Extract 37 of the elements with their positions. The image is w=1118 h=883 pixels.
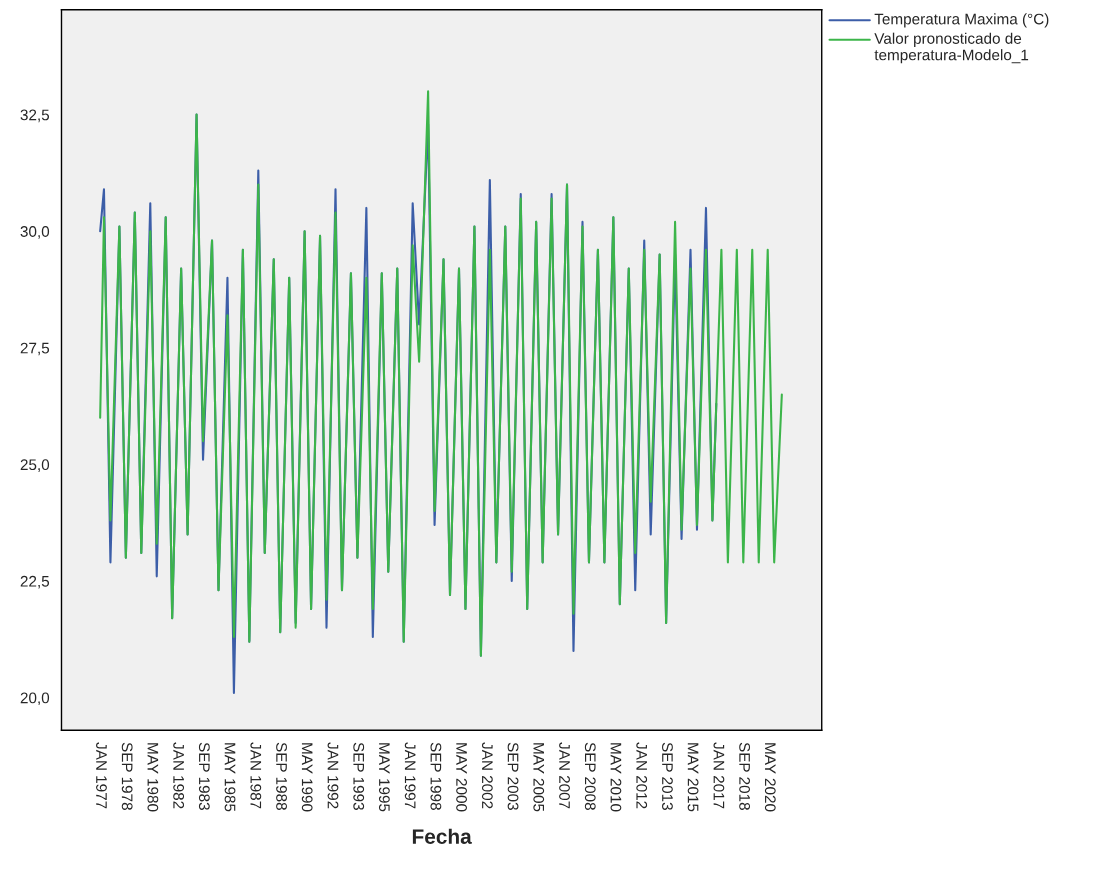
y-tick-label: 20,0	[20, 692, 50, 706]
x-tick-label: SEP 1988	[276, 742, 287, 810]
x-tick-label: MAY 1980	[147, 743, 159, 812]
line-series	[99, 90, 783, 657]
x-tick-label: SEP 1978	[121, 742, 133, 810]
x-tick-label: JAN 2012	[636, 742, 648, 809]
x-tick-label: MAY 2020	[764, 743, 776, 812]
x-tick-label: JAN 2017	[713, 742, 725, 809]
x-tick-label: JAN 2007	[559, 742, 570, 809]
x-tick-label: MAY 1995	[378, 743, 390, 812]
legend-label: Temperatura Maxima (°C)	[874, 13, 1049, 28]
x-tick-label: JAN 1987	[250, 742, 262, 809]
x-tick-label: SEP 2003	[507, 742, 519, 810]
x-tick-label: MAY 2010	[610, 743, 622, 812]
x-axis-title: Fecha	[412, 828, 472, 844]
y-tick-label: 22,5	[20, 575, 50, 589]
x-tick-label: SEP 1998	[430, 742, 442, 810]
x-tick-label: MAY 2005	[533, 743, 545, 812]
x-tick-label: SEP 2018	[739, 742, 751, 810]
x-tick-label: JAN 1977	[96, 742, 107, 809]
x-tick-label: JAN 1982	[173, 742, 185, 809]
x-tick-label: MAY 2000	[456, 743, 467, 812]
y-tick-label: 30,0	[20, 226, 50, 239]
x-tick-label: JAN 2002	[481, 742, 493, 809]
x-tick-label: MAY 1990	[301, 743, 313, 812]
y-tick-label: 27,5	[20, 342, 50, 356]
y-tick-label: 25,0	[20, 459, 50, 472]
x-tick-label: MAY 2015	[687, 743, 699, 812]
x-tick-label: SEP 2013	[662, 742, 673, 810]
x-tick-label: SEP 2008	[584, 742, 596, 810]
x-tick-label: SEP 1983	[198, 742, 210, 810]
y-tick-label: 32,5	[20, 109, 50, 123]
x-tick-label: JAN 1997	[404, 742, 416, 809]
x-tick-label: MAY 1985	[224, 743, 236, 812]
legend-label: Valor pronosticado de temperatura-Modelo_1	[874, 32, 1029, 64]
x-tick-label: JAN 1992	[327, 742, 339, 809]
x-tick-label: SEP 1993	[353, 742, 365, 810]
